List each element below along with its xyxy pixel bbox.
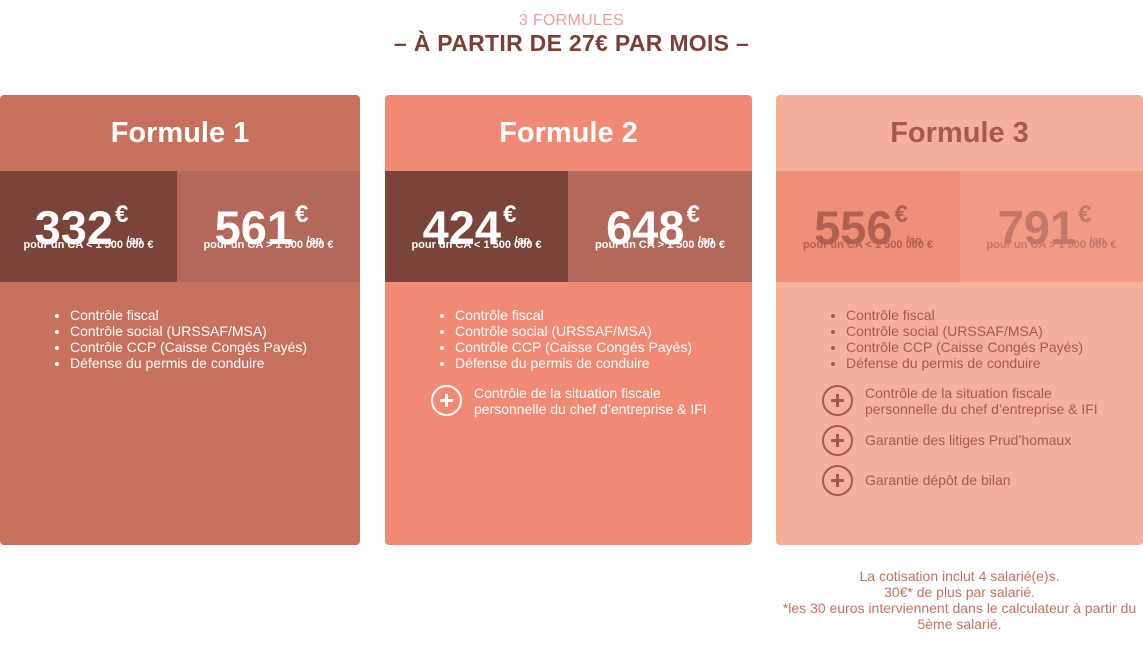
- card-title: Formule 1: [110, 117, 250, 149]
- feature-list: Contrôle fiscal Contrôle social (URSSAF/…: [58, 307, 307, 371]
- price-period: /an: [306, 235, 323, 247]
- price-caption: pour un CA < 1 500 000 €: [411, 239, 542, 251]
- price-period: /an: [126, 235, 143, 247]
- extras-list: Contrôle de la situation fiscale personn…: [822, 385, 1142, 505]
- price-small-ca: 424€ /an pour un CA < 1 500 000 €: [385, 171, 568, 282]
- feature-item: Contrôle CCP (Caisse Congés Payés): [455, 339, 692, 355]
- plus-circle-icon: [822, 465, 853, 496]
- feature-item: Contrôle CCP (Caisse Congés Payés): [70, 339, 307, 355]
- feature-item: Contrôle CCP (Caisse Congés Payés): [846, 339, 1083, 355]
- card-title: Formule 3: [890, 117, 1029, 149]
- formula-card-2[interactable]: Formule 2 424€/an pour un CA < 1 500 000…: [385, 95, 752, 545]
- price-amount: 332: [34, 201, 114, 254]
- feature-item: Contrôle social (URSSAF/MSA): [70, 323, 307, 339]
- price-period: /an: [697, 235, 714, 247]
- card-title: Formule 2: [499, 117, 638, 149]
- feature-item: Défense du permis de conduire: [455, 355, 692, 371]
- feature-item: Contrôle social (URSSAF/MSA): [455, 323, 692, 339]
- currency-symbol: €: [503, 201, 517, 228]
- extra-label: Contrôle de la situation fiscale personn…: [474, 385, 707, 417]
- feature-list: Contrôle fiscal Contrôle social (URSSAF/…: [443, 307, 692, 371]
- price-caption: pour un CA > 1 500 000 €: [594, 239, 726, 251]
- footnote-line: 30€* de plus par salarié.: [884, 584, 1035, 600]
- price-caption: pour un CA < 1 500 000 €: [802, 239, 934, 251]
- currency-symbol: €: [686, 201, 700, 228]
- price-caption: pour un CA > 1 500 000 €: [986, 239, 1117, 251]
- feature-item: Contrôle fiscal: [70, 307, 307, 323]
- footnote-line: *les 30 euros interviennent dans le calc…: [782, 600, 1137, 632]
- formula-card-1[interactable]: Formule 1 332€/an pour un CA < 1 500 000…: [0, 95, 360, 545]
- price-amount: 791: [997, 201, 1077, 254]
- price-small-ca: 332€ /an pour un CA < 1 500 000 €: [0, 171, 177, 282]
- price-large-ca: 648€ /an pour un CA > 1 500 000 €: [568, 171, 752, 282]
- extra-item: Garantie dépôt de bilan: [822, 465, 1142, 501]
- currency-symbol: €: [1078, 201, 1092, 228]
- currency-symbol: €: [295, 201, 309, 228]
- price-period: /an: [514, 235, 531, 247]
- price-row: 424€/an pour un CA < 1 500 000 € 648€/an…: [385, 171, 752, 282]
- extra-label: Garantie des litiges Prud’homaux: [865, 432, 1072, 448]
- extras-list: Contrôle de la situation fiscale personn…: [431, 385, 751, 425]
- currency-symbol: €: [894, 201, 908, 228]
- price-amount: 556: [814, 201, 893, 254]
- extra-item: Garantie des litiges Prud’homaux: [822, 425, 1142, 461]
- price-amount: 648: [606, 201, 685, 254]
- price-large-ca: 791€ /an pour un CA > 1 500 000 €: [960, 171, 1143, 282]
- extra-label: Garantie dépôt de bilan: [865, 472, 1011, 488]
- pricing-footnote: La cotisation inclut 4 salarié(e)s. 30€*…: [776, 568, 1143, 632]
- currency-symbol: €: [115, 201, 129, 228]
- price-period: /an: [905, 235, 922, 247]
- feature-item: Contrôle fiscal: [846, 307, 1083, 323]
- extra-item: Contrôle de la situation fiscale personn…: [822, 385, 1142, 421]
- extra-item: Contrôle de la situation fiscale personn…: [431, 385, 751, 421]
- price-period: /an: [1089, 235, 1106, 247]
- price-amount: 561: [214, 201, 294, 254]
- price-row: 556€/an pour un CA < 1 500 000 € 791€/an…: [776, 171, 1143, 282]
- feature-item: Défense du permis de conduire: [846, 355, 1083, 371]
- extra-label: Contrôle de la situation fiscale personn…: [865, 385, 1098, 417]
- plus-circle-icon: [822, 385, 853, 416]
- feature-item: Contrôle fiscal: [455, 307, 692, 323]
- price-large-ca: 561€ /an pour un CA > 1 500 000 €: [177, 171, 360, 282]
- plus-circle-icon: [431, 385, 462, 416]
- feature-item: Défense du permis de conduire: [70, 355, 307, 371]
- formula-card-3[interactable]: Formule 3 556€/an pour un CA < 1 500 000…: [776, 95, 1143, 545]
- plus-circle-icon: [822, 425, 853, 456]
- price-caption: pour un CA > 1 500 000 €: [203, 239, 334, 251]
- feature-item: Contrôle social (URSSAF/MSA): [846, 323, 1083, 339]
- price-amount: 424: [422, 201, 502, 254]
- feature-list: Contrôle fiscal Contrôle social (URSSAF/…: [834, 307, 1083, 371]
- section-kicker: 3 FORMULES: [518, 12, 625, 29]
- price-row: 332€/an pour un CA < 1 500 000 € 561€/an…: [0, 171, 360, 282]
- price-small-ca: 556€ /an pour un CA < 1 500 000 €: [776, 171, 960, 282]
- footnote-line: La cotisation inclut 4 salarié(e)s.: [859, 568, 1060, 584]
- price-caption: pour un CA < 1 500 000 €: [23, 239, 154, 251]
- section-headline: – À PARTIR DE 27€ PAR MOIS –: [393, 30, 750, 56]
